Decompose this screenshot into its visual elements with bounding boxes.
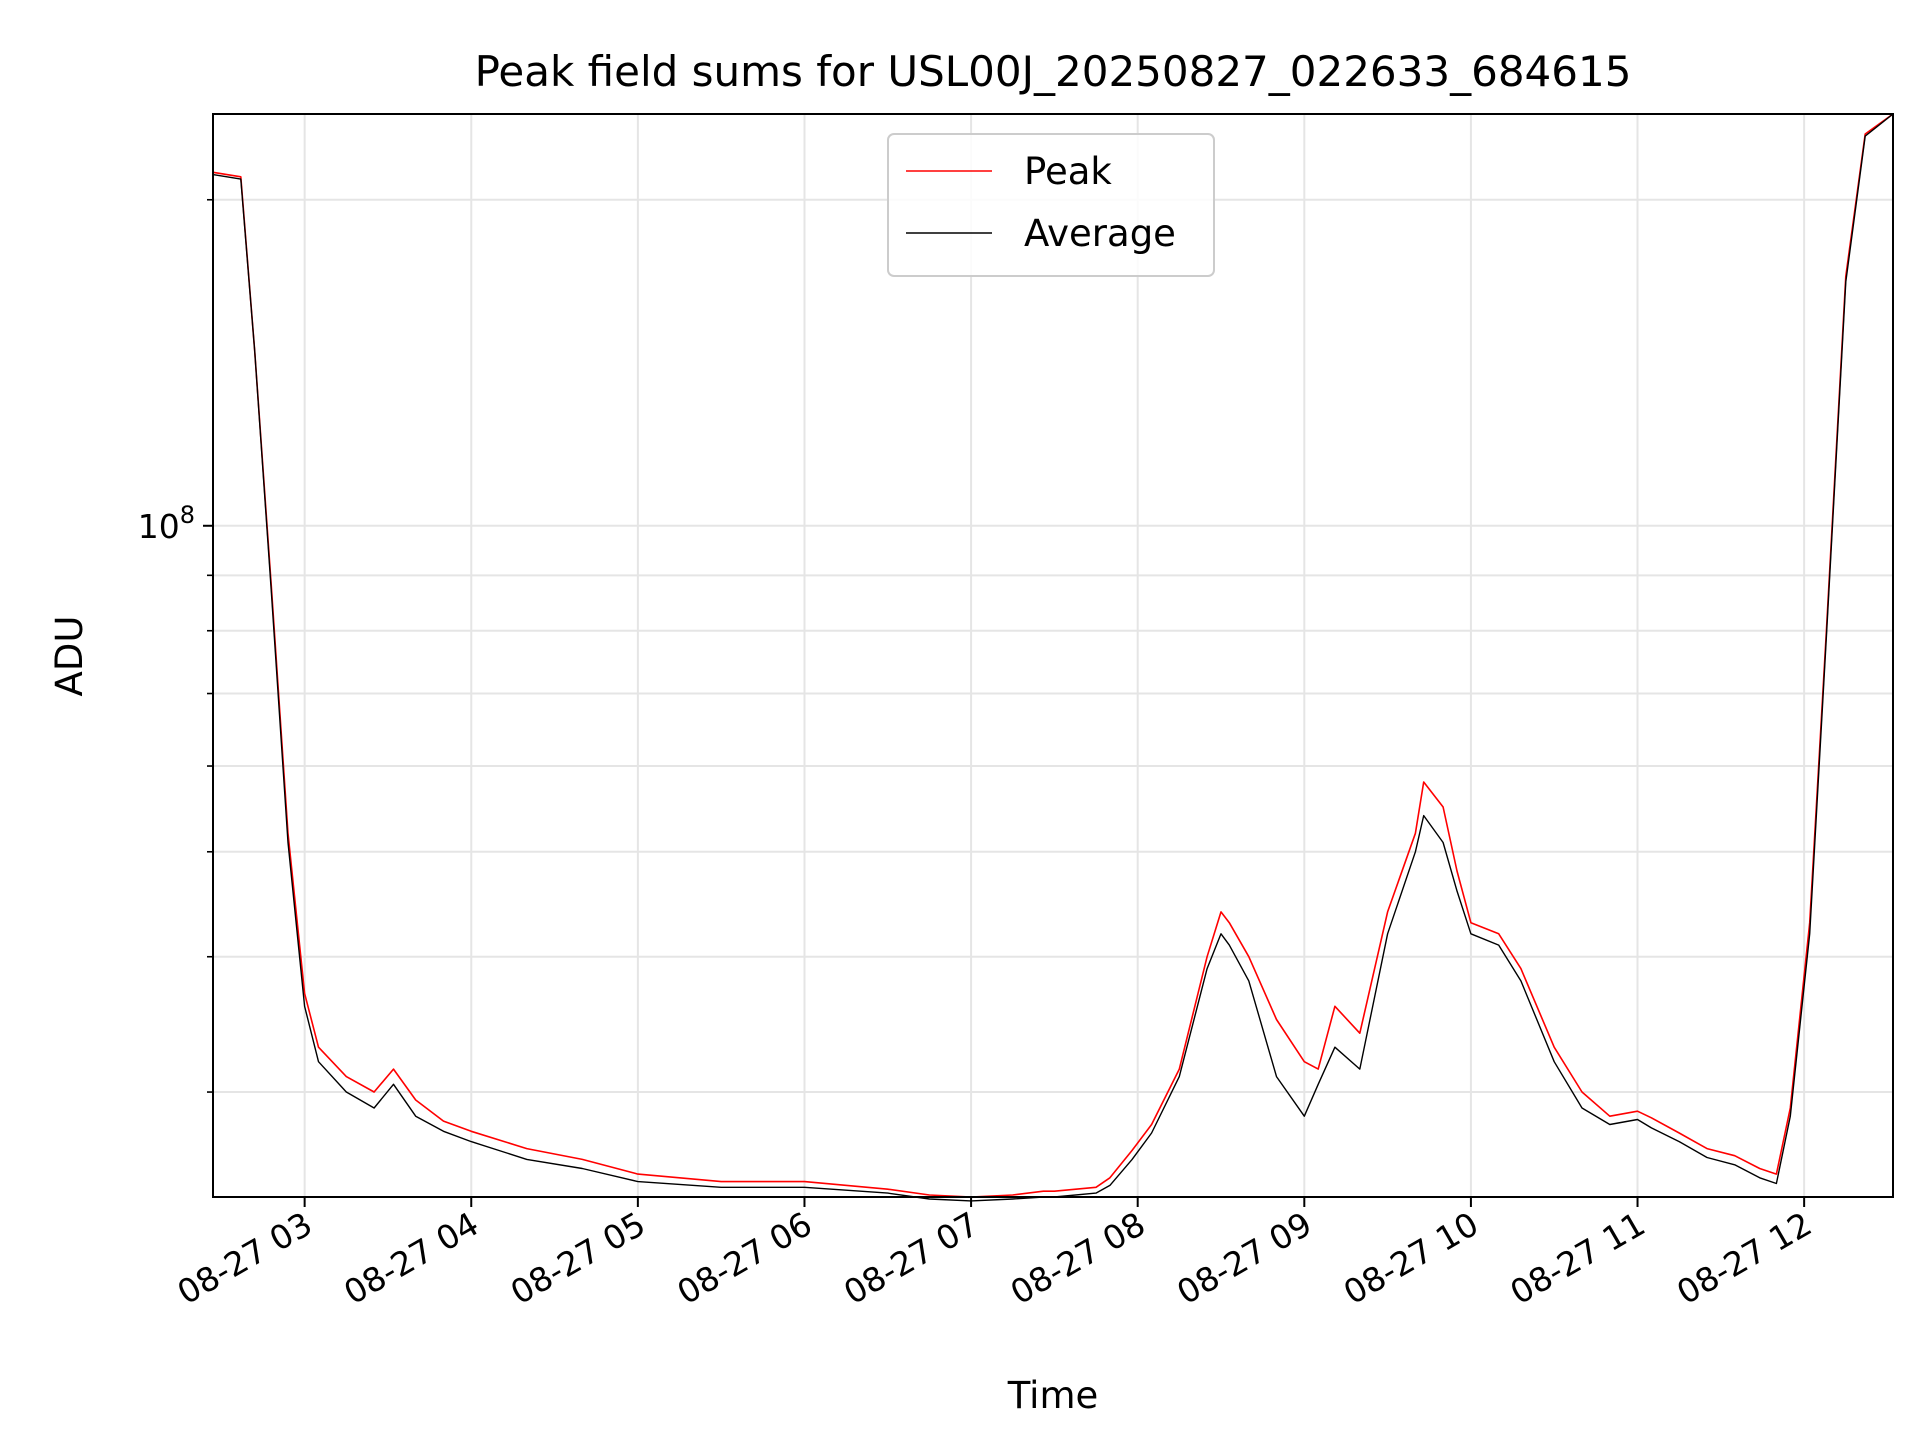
series-layer: [212, 113, 1894, 1202]
series-line-average: [212, 113, 1894, 1202]
y-axis-label: ADU: [48, 616, 91, 697]
legend-box: [887, 133, 1215, 277]
legend-label-peak: Peak: [1024, 150, 1112, 193]
y-tick-label: 108: [138, 501, 195, 546]
legend: Peak Average: [887, 133, 1215, 277]
x-axis-label: Time: [1007, 1374, 1099, 1417]
plot-area-frame: [212, 113, 1894, 1198]
chart-title: Peak field sums for USL00J_20250827_0226…: [475, 47, 1632, 96]
grid-layer: [213, 114, 1893, 1197]
series-line-peak: [212, 113, 1894, 1198]
legend-label-average: Average: [1024, 212, 1176, 255]
